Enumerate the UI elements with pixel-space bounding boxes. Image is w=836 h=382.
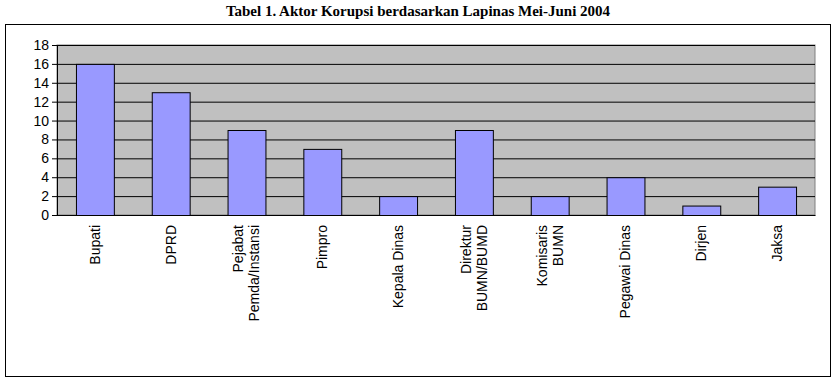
grid-line	[57, 45, 815, 46]
y-tick-mark	[52, 196, 57, 197]
x-tick-label: Kepala Dinas	[390, 225, 406, 308]
y-tick-label: 2	[41, 188, 49, 204]
chart: Tabel 1. Aktor Korupsi berdasarkan Lapin…	[0, 0, 836, 382]
x-tick-label: PejabatPemda/Instansi	[230, 225, 262, 322]
bar	[152, 93, 190, 215]
y-tick: 12	[33, 94, 57, 110]
y-tick: 6	[41, 150, 57, 166]
y-tick: 18	[33, 37, 57, 53]
y-tick-mark	[52, 45, 57, 46]
y-tick: 8	[41, 131, 57, 147]
y-tick-mark	[52, 158, 57, 159]
x-tick: Jaksa	[769, 215, 785, 262]
title: Tabel 1. Aktor Korupsi berdasarkan Lapin…	[226, 3, 611, 19]
x-tick: DPRD	[163, 215, 179, 265]
y-tick-label: 14	[33, 75, 49, 91]
y-tick-mark	[52, 83, 57, 84]
x-tick: Pegawai Dinas	[617, 215, 633, 318]
bar	[380, 197, 418, 215]
x-tick-label: Bupati	[87, 225, 103, 265]
bars	[76, 64, 796, 215]
grid-line	[57, 215, 815, 216]
x-tick-label: Jaksa	[769, 225, 785, 262]
x-tick-label: KomisarisBUMN	[534, 225, 566, 286]
x-tick: Pimpro	[314, 215, 330, 269]
y-tick-label: 6	[41, 150, 49, 166]
y-tick-mark	[52, 139, 57, 140]
bar	[455, 131, 493, 216]
y-tick: 10	[33, 113, 57, 129]
y-tick: 4	[41, 169, 57, 185]
y-tick: 16	[33, 56, 57, 72]
y-tick-mark	[52, 215, 57, 216]
x-tick-label: DirekturBUMN/BUMD	[458, 225, 490, 312]
bar	[304, 149, 342, 215]
bar	[607, 178, 645, 215]
y-tick-mark	[52, 121, 57, 122]
bar	[228, 131, 266, 216]
y-tick-label: 0	[41, 207, 49, 223]
y-tick-mark	[52, 102, 57, 103]
y-tick-label: 10	[33, 113, 49, 129]
grid-line	[57, 83, 815, 84]
y-tick-mark	[52, 64, 57, 65]
x-tick-label: Dirjen	[693, 225, 709, 262]
y-tick-label: 18	[33, 37, 49, 53]
x-tick: PejabatPemda/Instansi	[230, 215, 262, 322]
y-axis: 0 2 4 6 8 10 12 14 16 18	[33, 37, 57, 223]
bar	[683, 206, 721, 215]
grid	[57, 46, 815, 216]
plot: 0 2 4 6 8 10 12 14 16 18 Bupati DPRD PejabatPemda/In…	[33, 37, 815, 322]
bar	[76, 64, 114, 215]
x-tick: DirekturBUMN/BUMD	[458, 215, 490, 311]
x-tick-label: DPRD	[163, 225, 179, 265]
y-axis-line	[52, 46, 58, 216]
x-tick-label: Pegawai Dinas	[617, 225, 633, 318]
x-tick: KomisarisBUMN	[534, 215, 566, 286]
y-tick-label: 16	[33, 56, 49, 72]
y-tick: 2	[41, 188, 57, 204]
y-tick-label: 4	[41, 169, 49, 185]
y-tick: 0	[41, 207, 57, 223]
bar	[531, 197, 569, 215]
y-tick: 14	[33, 75, 57, 91]
chart-frame	[6, 25, 831, 377]
y-tick-label: 8	[41, 131, 49, 147]
plot-background	[57, 45, 815, 215]
bar	[759, 187, 797, 215]
x-tick: Kepala Dinas	[390, 215, 406, 308]
grid-line	[57, 64, 815, 65]
x-axis-line	[58, 215, 816, 216]
x-tick: Dirjen	[693, 215, 709, 262]
x-tick: Bupati	[87, 215, 103, 265]
x-tick-label: Pimpro	[314, 225, 330, 270]
x-axis: Bupati DPRD PejabatPemda/Instansi Pimpro Kep…	[58, 215, 816, 322]
y-tick-mark	[52, 177, 57, 178]
y-tick-label: 12	[33, 94, 49, 110]
